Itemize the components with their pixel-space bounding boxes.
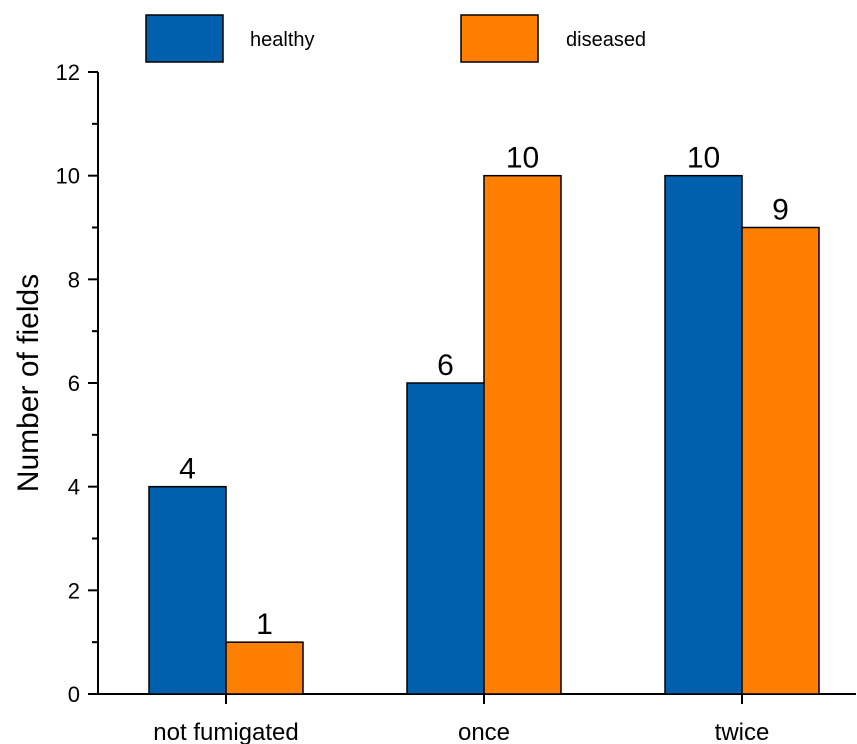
y-axis: 0 2 4 6 8 10 12 (56, 60, 99, 707)
legend-swatch-healthy (145, 14, 224, 63)
x-tick-label: once (458, 719, 510, 744)
y-tick-label: 10 (56, 164, 80, 189)
y-tick-label: 0 (68, 682, 80, 707)
bars (148, 174, 820, 695)
legend-label: diseased (566, 29, 646, 51)
y-tick-label: 4 (68, 475, 80, 500)
bar-diseased (483, 174, 562, 695)
bar-healthy (148, 485, 227, 695)
bar-diseased (741, 226, 820, 695)
y-tick-label: 6 (68, 371, 80, 396)
legend: healthy diseased (145, 14, 646, 63)
bar-healthy (406, 382, 485, 695)
y-tick-label: 12 (56, 60, 80, 85)
value-labels: 4 1 6 10 10 9 (179, 142, 789, 642)
data-label: 10 (506, 142, 539, 175)
data-label: 1 (256, 608, 273, 641)
data-label: 4 (179, 453, 196, 486)
x-axis: not fumigated once twice (98, 693, 856, 744)
bar-healthy (664, 174, 743, 695)
y-tick-label: 2 (68, 578, 80, 603)
legend-label: healthy (250, 29, 315, 51)
data-label: 9 (772, 194, 789, 227)
x-tick-label: twice (715, 719, 770, 744)
y-axis-title: Number of fields (12, 274, 45, 492)
y-tick-label: 8 (68, 267, 80, 292)
legend-swatch-diseased (460, 14, 539, 63)
bar-diseased (225, 641, 304, 695)
x-tick-label: not fumigated (153, 719, 298, 744)
data-label: 10 (687, 142, 720, 175)
data-label: 6 (437, 349, 454, 382)
